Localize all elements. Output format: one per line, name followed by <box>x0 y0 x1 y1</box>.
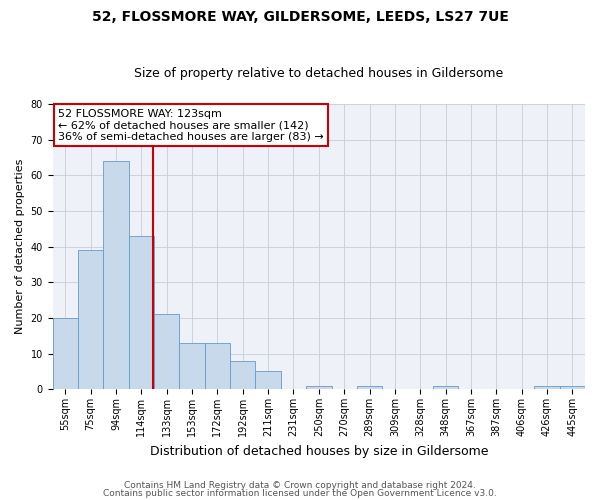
X-axis label: Distribution of detached houses by size in Gildersome: Distribution of detached houses by size … <box>149 444 488 458</box>
Bar <box>205 343 230 389</box>
Text: Contains public sector information licensed under the Open Government Licence v3: Contains public sector information licen… <box>103 488 497 498</box>
Title: Size of property relative to detached houses in Gildersome: Size of property relative to detached ho… <box>134 66 503 80</box>
Bar <box>560 386 585 389</box>
Bar <box>78 250 103 389</box>
Bar <box>306 386 332 389</box>
Bar <box>433 386 458 389</box>
Bar <box>256 372 281 389</box>
Bar <box>154 314 179 389</box>
Bar <box>179 343 205 389</box>
Text: 52, FLOSSMORE WAY, GILDERSOME, LEEDS, LS27 7UE: 52, FLOSSMORE WAY, GILDERSOME, LEEDS, LS… <box>92 10 508 24</box>
Bar <box>230 360 256 389</box>
Bar <box>129 236 154 389</box>
Text: 52 FLOSSMORE WAY: 123sqm
← 62% of detached houses are smaller (142)
36% of semi-: 52 FLOSSMORE WAY: 123sqm ← 62% of detach… <box>58 108 324 142</box>
Bar <box>103 162 129 389</box>
Y-axis label: Number of detached properties: Number of detached properties <box>15 159 25 334</box>
Bar <box>53 318 78 389</box>
Bar <box>535 386 560 389</box>
Text: Contains HM Land Registry data © Crown copyright and database right 2024.: Contains HM Land Registry data © Crown c… <box>124 481 476 490</box>
Bar <box>357 386 382 389</box>
